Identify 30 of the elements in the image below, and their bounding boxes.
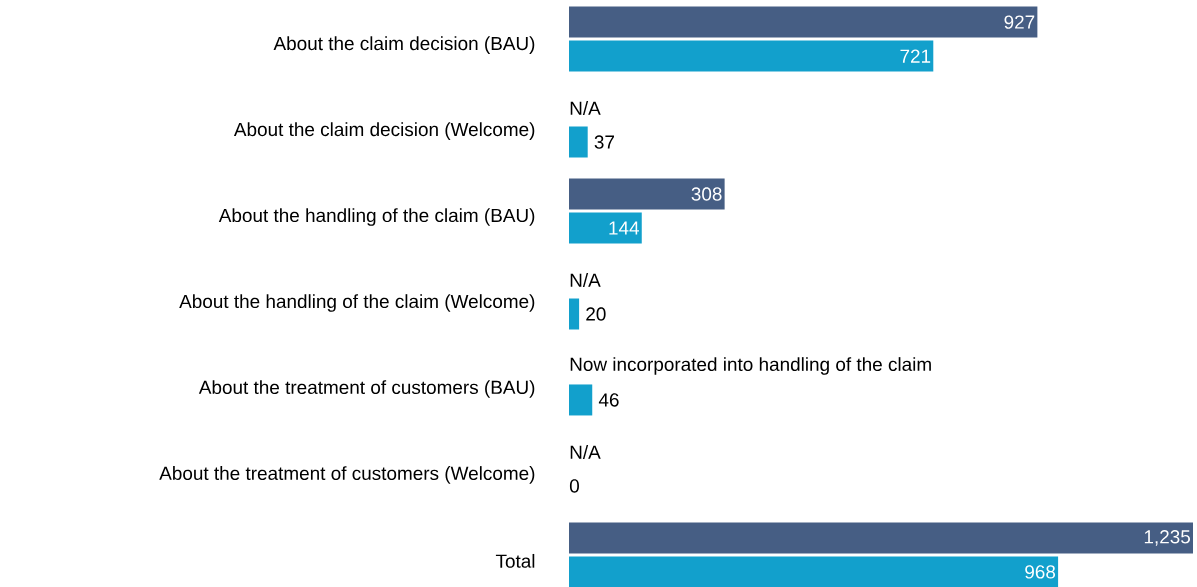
text: N/A [570, 444, 601, 459]
bar [569, 40, 934, 72]
bar [569, 556, 1059, 587]
bar [569, 384, 593, 416]
y-tick-label: About the treatment of customers (Welcome) [159, 465, 535, 484]
y-tick-label: About the treatment of customers (BAU) [198, 379, 535, 398]
text: N/A [570, 100, 601, 115]
y-tick-label: About the handling of the claim (BAU) [218, 208, 535, 226]
data-label: 721 [900, 49, 931, 63]
bar [569, 178, 725, 210]
data-label: 1,235 [1144, 529, 1190, 546]
data-label: 968 [1025, 565, 1056, 579]
data-label: 927 [1004, 15, 1035, 29]
bar [569, 298, 580, 330]
y-tick-label: About the claim decision (Welcome) [233, 122, 535, 140]
bar [569, 126, 588, 158]
text: Now incorporated into handling of the claim [570, 356, 931, 375]
bar [569, 522, 1193, 554]
data-label: 308 [691, 187, 722, 201]
text: N/A [570, 272, 601, 287]
y-tick-label: About the claim decision (BAU) [273, 36, 535, 54]
data-label: 20 [586, 307, 606, 321]
bar [569, 212, 642, 244]
y-tick-label: About the handling of the claim (Welcome) [179, 293, 535, 312]
bar [569, 6, 1038, 38]
data-label: 46 [598, 393, 619, 407]
y-tick-label: Total [495, 553, 535, 568]
data-label: 144 [609, 221, 639, 235]
data-label: 37 [594, 135, 614, 149]
data-label: 0 [569, 479, 579, 493]
